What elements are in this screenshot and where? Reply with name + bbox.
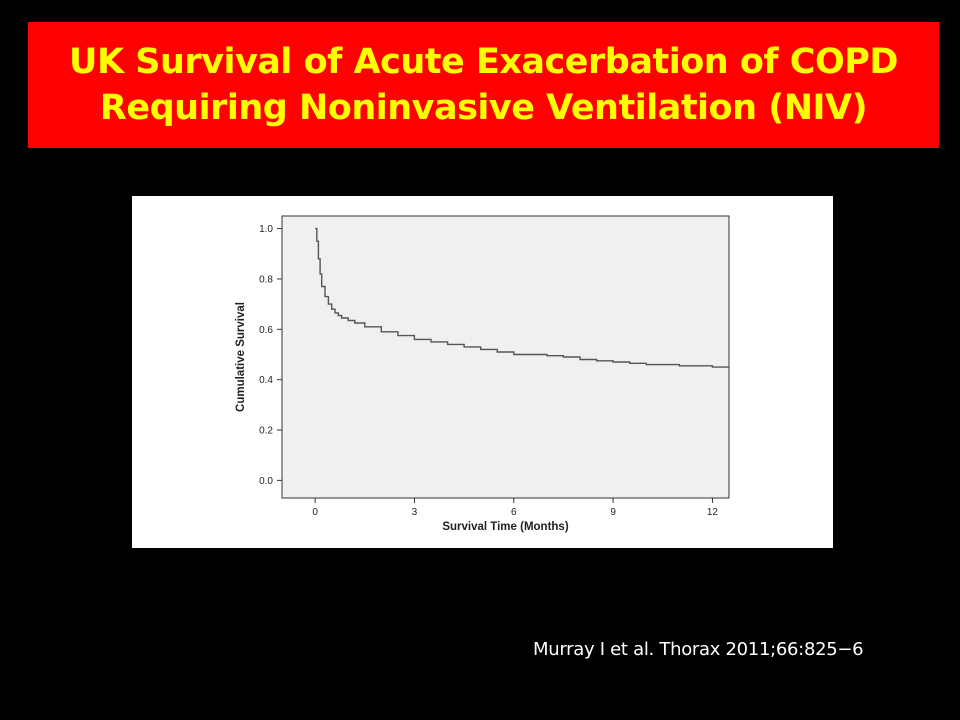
x-tick-label: 0 [312, 507, 318, 518]
survival-curve-line [315, 227, 730, 369]
x-tick-label: 6 [511, 507, 517, 518]
survival-chart: 0.0 0.2 0.4 0.6 0.8 1.0 0 3 6 9 12 Survival Time (M… [235, 215, 730, 533]
y-tick-label: 0.6 [259, 325, 273, 336]
y-tick-label: 0.2 [259, 426, 273, 437]
slide-title-line-1: UK Survival of Acute Exacerbation of COP… [69, 42, 898, 82]
citation: Murray I et al. Thorax 2011;66:825−6 [533, 639, 864, 660]
x-axis-label: Survival Time (Months) [442, 521, 568, 533]
x-tick-label: 12 [707, 507, 719, 518]
y-tick-label: 0.4 [259, 375, 273, 386]
y-axis-label: Cumulative Survival [235, 302, 247, 412]
chart-panel: 0.0 0.2 0.4 0.6 0.8 1.0 0 3 6 9 12 Survival Time (M… [132, 196, 833, 548]
x-tick-label: 3 [412, 507, 418, 518]
plot-area [281, 215, 730, 499]
y-tick-label: 0.8 [259, 274, 273, 285]
slide-title-box: UK Survival of Acute Exacerbation of COP… [28, 22, 939, 148]
x-tick-label: 9 [610, 507, 616, 518]
slide-title-line-2: Requiring Noninvasive Ventilation (NIV) [99, 88, 868, 128]
y-tick-label: 1.0 [259, 224, 273, 235]
y-tick-label: 0.0 [259, 476, 273, 487]
